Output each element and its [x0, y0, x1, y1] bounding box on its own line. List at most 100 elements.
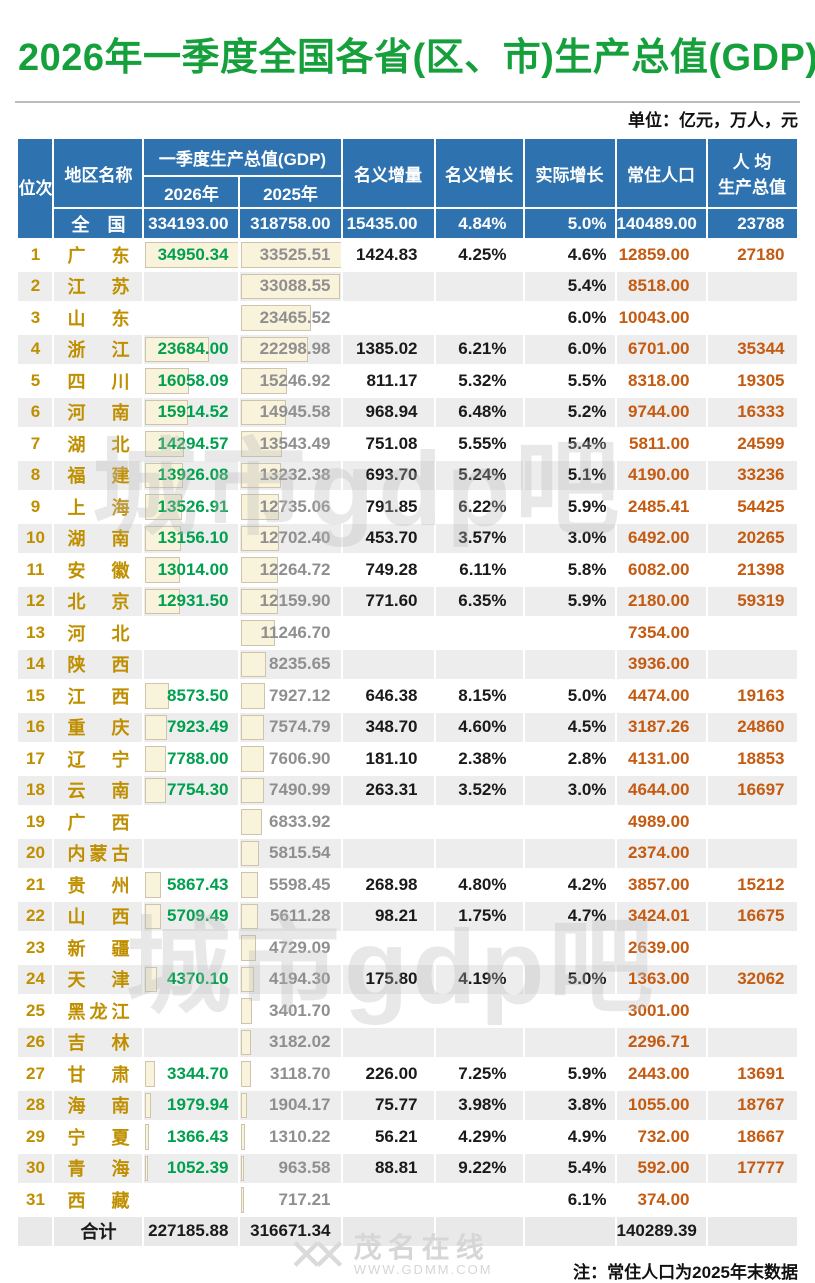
cell-gdp2026	[144, 618, 239, 648]
table-row: 19 广西 6833.92 4989.00	[18, 807, 797, 837]
cell-gdp2025: 15246.92	[240, 366, 341, 396]
cell-nominal-growth: 4.19%	[435, 964, 523, 994]
cell-real-growth: 3.0%	[524, 775, 615, 805]
cell-total-increment	[342, 1216, 434, 1246]
cell-gdp2025: 963.58	[240, 1153, 341, 1183]
table-row: 6 河南 15914.52 14945.58 968.94 6.48% 5.2% 9744.0…	[18, 397, 797, 427]
cell-real-growth	[524, 807, 615, 837]
table-row: 31 西藏 717.21 6.1% 374.00	[18, 1185, 797, 1215]
cell-increment	[342, 618, 434, 648]
cell-gdp2026: 16058.09	[144, 366, 239, 396]
cell-region: 吉林	[54, 1027, 143, 1057]
cell-nominal-growth: 3.98%	[435, 1090, 523, 1120]
cell-rank: 7	[18, 429, 53, 459]
cell-rank: 9	[18, 492, 53, 522]
cell-gdp2025: 12264.72	[240, 555, 341, 585]
table-row: 22 山西 5709.49 5611.28 98.21 1.75% 4.7% 3424.01 1…	[18, 901, 797, 931]
cell-per-capita	[707, 807, 797, 837]
cell-rank: 29	[18, 1122, 53, 1152]
cell-population: 9744.00	[616, 397, 706, 427]
cell-national-increment: 15435.00	[342, 209, 434, 238]
cell-per-capita: 16333	[707, 397, 797, 427]
cell-gdp2026: 13014.00	[144, 555, 239, 585]
cell-per-capita: 24860	[707, 712, 797, 742]
cell-rank: 21	[18, 870, 53, 900]
cell-population: 10043.00	[616, 303, 706, 333]
cell-gdp2026: 1052.39	[144, 1153, 239, 1183]
cell-real-growth: 2.8%	[524, 744, 615, 774]
cell-gdp2025: 717.21	[240, 1185, 341, 1215]
cell-population: 6492.00	[616, 523, 706, 553]
cell-increment: 75.77	[342, 1090, 434, 1120]
header-per-capita-line2: 生产总值	[718, 178, 786, 197]
cell-region: 陕西	[54, 649, 143, 679]
cell-national-gdp2026: 334193.00	[144, 209, 239, 238]
cell-gdp2025: 33525.51	[240, 240, 341, 270]
header-population: 常住人口	[616, 139, 706, 207]
value-data-bar	[241, 494, 280, 520]
cell-real-growth: 5.8%	[524, 555, 615, 585]
cell-rank: 24	[18, 964, 53, 994]
value-data-bar	[241, 651, 267, 677]
cell-gdp2025: 7574.79	[240, 712, 341, 742]
cell-real-growth: 4.7%	[524, 901, 615, 931]
cell-total-per-capita	[707, 1216, 797, 1246]
table-row: 8 福建 13926.08 13232.38 693.70 5.24% 5.1% 4190.0…	[18, 460, 797, 490]
cell-nominal-growth	[435, 303, 523, 333]
cell-per-capita: 16697	[707, 775, 797, 805]
cell-rank: 16	[18, 712, 53, 742]
cell-population: 2374.00	[616, 838, 706, 868]
cell-per-capita: 18767	[707, 1090, 797, 1120]
cell-gdp2026: 1979.94	[144, 1090, 239, 1120]
cell-region: 新疆	[54, 933, 143, 963]
cell-nominal-growth: 6.35%	[435, 586, 523, 616]
cell-gdp2025: 7927.12	[240, 681, 341, 711]
cell-population: 3857.00	[616, 870, 706, 900]
page-title: 2026年一季度全国各省(区、市)生产总值(GDP)	[18, 37, 815, 79]
cell-real-growth: 3.0%	[524, 523, 615, 553]
value-data-bar	[145, 557, 181, 583]
cell-nominal-growth: 6.11%	[435, 555, 523, 585]
cell-increment	[342, 1027, 434, 1057]
header-region: 地区名称	[54, 139, 143, 207]
cell-rank: 14	[18, 649, 53, 679]
cell-nominal-growth	[435, 649, 523, 679]
cell-rank: 2	[18, 271, 53, 301]
cell-population: 4474.00	[616, 681, 706, 711]
cell-per-capita: 54425	[707, 492, 797, 522]
cell-nominal-growth: 4.25%	[435, 240, 523, 270]
cell-nominal-growth: 3.57%	[435, 523, 523, 553]
value-data-bar	[145, 462, 183, 488]
cell-population: 592.00	[616, 1153, 706, 1183]
cell-region: 北京	[54, 586, 143, 616]
cell-per-capita	[707, 933, 797, 963]
value-data-bar	[241, 1124, 246, 1150]
cell-population: 5811.00	[616, 429, 706, 459]
cell-increment	[342, 838, 434, 868]
table-row: 4 浙江 23684.00 22298.98 1385.02 6.21% 6.0% 6701.…	[18, 334, 797, 364]
cell-nominal-growth: 9.22%	[435, 1153, 523, 1183]
table-row: 13 河北 11246.70 7354.00	[18, 618, 797, 648]
cell-per-capita: 13691	[707, 1059, 797, 1089]
value-data-bar	[241, 998, 252, 1024]
cell-gdp2026: 8573.50	[144, 681, 239, 711]
cell-gdp2026: 7788.00	[144, 744, 239, 774]
value-data-bar	[145, 399, 189, 425]
cell-gdp2025: 12735.06	[240, 492, 341, 522]
cell-per-capita	[707, 303, 797, 333]
cell-region: 浙江	[54, 334, 143, 364]
cell-gdp2025: 33088.55	[240, 271, 341, 301]
cell-rank: 22	[18, 901, 53, 931]
cell-rank: 28	[18, 1090, 53, 1120]
value-data-bar	[145, 242, 239, 268]
table-row: 2 江苏 33088.55 5.4% 8518.00	[18, 271, 797, 301]
cell-total-rank	[18, 1216, 53, 1246]
cell-national-nominal-growth: 4.84%	[435, 209, 523, 238]
cell-per-capita: 19163	[707, 681, 797, 711]
cell-region: 四川	[54, 366, 143, 396]
cell-population: 8318.00	[616, 366, 706, 396]
cell-gdp2026: 15914.52	[144, 397, 239, 427]
cell-gdp2025: 12159.90	[240, 586, 341, 616]
value-data-bar	[241, 966, 254, 992]
cell-region: 宁夏	[54, 1122, 143, 1152]
